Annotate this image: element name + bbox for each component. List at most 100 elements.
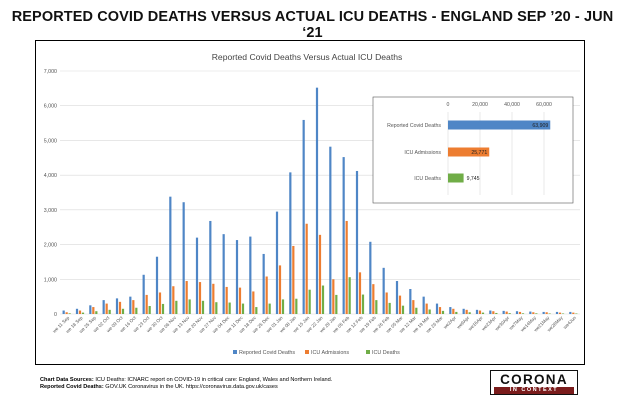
bar-icu-deaths bbox=[255, 307, 258, 314]
chart-frame bbox=[35, 40, 585, 365]
bar-icu-deaths bbox=[215, 302, 218, 314]
page-title: REPORTED COVID DEATHS VERSUS ACTUAL ICU … bbox=[11, 9, 614, 41]
bar-icu-admissions bbox=[452, 308, 455, 314]
x-tick-label: we4Jun bbox=[562, 315, 577, 330]
bar-reported bbox=[542, 311, 545, 314]
bar-reported bbox=[195, 237, 199, 314]
bar-icu-admissions bbox=[305, 223, 308, 314]
bar-icu-deaths bbox=[575, 313, 578, 314]
inset-x-tick-label: 20,000 bbox=[472, 102, 488, 108]
bar-icu-deaths bbox=[335, 294, 338, 314]
bar-icu-deaths bbox=[148, 306, 151, 314]
bar-icu-admissions bbox=[438, 307, 442, 314]
bar-icu-deaths bbox=[428, 309, 431, 314]
bar-icu-admissions bbox=[518, 311, 522, 314]
bar-reported bbox=[422, 296, 425, 314]
bar-icu-admissions bbox=[238, 287, 242, 314]
inset-value-label: 25,771 bbox=[471, 150, 487, 156]
bar-icu-admissions bbox=[385, 292, 388, 314]
bar-reported bbox=[75, 308, 79, 314]
bar-icu-admissions bbox=[492, 311, 495, 314]
bar-icu-deaths bbox=[415, 307, 418, 314]
bar-icu-deaths bbox=[388, 302, 391, 314]
bar-icu-admissions bbox=[505, 311, 508, 314]
inset-x-tick-label: 60,000 bbox=[536, 102, 552, 108]
footer-text-2: GOV.UK Coronavirus in the UK. https://co… bbox=[103, 384, 278, 391]
bar-reported bbox=[89, 305, 92, 314]
inset-totals-chart: 0 20,000 40,000 60,000 Reported Covid Deaths… bbox=[372, 96, 574, 204]
inset-x-tick-label: 40,000 bbox=[504, 102, 520, 108]
logo-subtitle: IN CONTEXT bbox=[494, 387, 574, 394]
inset-category-label: ICU Deaths bbox=[414, 176, 441, 182]
bar-reported bbox=[182, 202, 185, 314]
bar-icu-admissions bbox=[478, 310, 482, 314]
bar-icu-deaths bbox=[361, 294, 365, 314]
bar-reported bbox=[489, 310, 492, 314]
footer-sources: Chart Data Sources: ICU Deaths: ICNARC r… bbox=[40, 377, 332, 392]
bar-icu-deaths bbox=[228, 302, 231, 314]
chart-title: Reported Covid Deaths Versus Actual ICU … bbox=[212, 52, 403, 62]
bar-icu-deaths bbox=[495, 312, 498, 314]
bar-icu-admissions bbox=[412, 300, 415, 314]
bar-icu-admissions bbox=[158, 292, 162, 314]
bar-icu-admissions bbox=[265, 276, 268, 314]
bar-icu-admissions bbox=[185, 281, 188, 314]
bar-icu-admissions bbox=[132, 300, 135, 314]
y-tick-label: 4,000 bbox=[44, 173, 57, 179]
bar-reported bbox=[515, 311, 519, 314]
legend-swatch bbox=[366, 350, 370, 354]
bar-icu-deaths bbox=[548, 313, 551, 314]
bar-icu-admissions bbox=[358, 272, 362, 314]
corona-in-context-logo: CORONA IN CONTEXT bbox=[490, 370, 578, 395]
bar-reported bbox=[62, 310, 65, 314]
bar-icu-deaths bbox=[81, 312, 85, 314]
y-tick-label: 0 bbox=[54, 312, 57, 318]
bar-icu-deaths bbox=[455, 311, 458, 314]
bar-reported bbox=[235, 240, 239, 314]
bar-icu-admissions bbox=[398, 295, 402, 314]
y-tick-label: 5,000 bbox=[44, 138, 57, 144]
bar-reported bbox=[395, 281, 399, 314]
bar-icu-deaths bbox=[68, 313, 71, 314]
inset-bar bbox=[448, 147, 490, 157]
bar-reported bbox=[222, 234, 225, 314]
footer-label-2: Reported Covid Deaths: bbox=[40, 384, 104, 391]
bar-icu-admissions bbox=[92, 307, 95, 314]
bar-reported bbox=[142, 274, 145, 314]
y-tick-label: 7,000 bbox=[44, 69, 57, 75]
inset-bar bbox=[448, 120, 551, 130]
bars bbox=[62, 87, 578, 314]
y-tick-label: 6,000 bbox=[44, 104, 57, 110]
bar-icu-deaths bbox=[295, 298, 298, 314]
bar-icu-deaths bbox=[348, 277, 351, 314]
bar-icu-admissions bbox=[372, 284, 375, 314]
y-tick-label: 1,000 bbox=[44, 277, 57, 283]
bar-icu-deaths bbox=[268, 303, 271, 314]
bar-reported bbox=[449, 307, 452, 314]
bar-icu-deaths bbox=[108, 309, 111, 314]
bar-reported bbox=[115, 298, 119, 314]
bar-icu-admissions bbox=[465, 309, 468, 314]
legend-label: ICU Admissions bbox=[311, 350, 349, 356]
bar-icu-deaths bbox=[135, 307, 138, 314]
bar-icu-admissions bbox=[78, 310, 82, 314]
bar-icu-deaths bbox=[375, 300, 378, 314]
bar-icu-deaths bbox=[535, 313, 538, 314]
bar-reported bbox=[155, 256, 159, 314]
bar-icu-deaths bbox=[521, 313, 525, 314]
legend-swatch bbox=[305, 350, 309, 354]
bar-reported bbox=[382, 267, 385, 314]
bar-reported bbox=[262, 253, 265, 314]
bar-icu-admissions bbox=[212, 283, 215, 314]
inset-value-label: 9,745 bbox=[467, 176, 480, 182]
bar-icu-deaths bbox=[241, 303, 245, 314]
x-tick-label: we30Apr bbox=[494, 315, 511, 332]
bar-reported bbox=[475, 309, 479, 314]
inset-value-label: 63,909 bbox=[532, 123, 548, 129]
legend-label: ICU Deaths bbox=[372, 350, 400, 356]
inset-bar bbox=[448, 173, 464, 183]
bar-icu-admissions bbox=[572, 312, 575, 314]
bar-reported bbox=[169, 196, 172, 314]
bar-icu-deaths bbox=[468, 312, 471, 314]
